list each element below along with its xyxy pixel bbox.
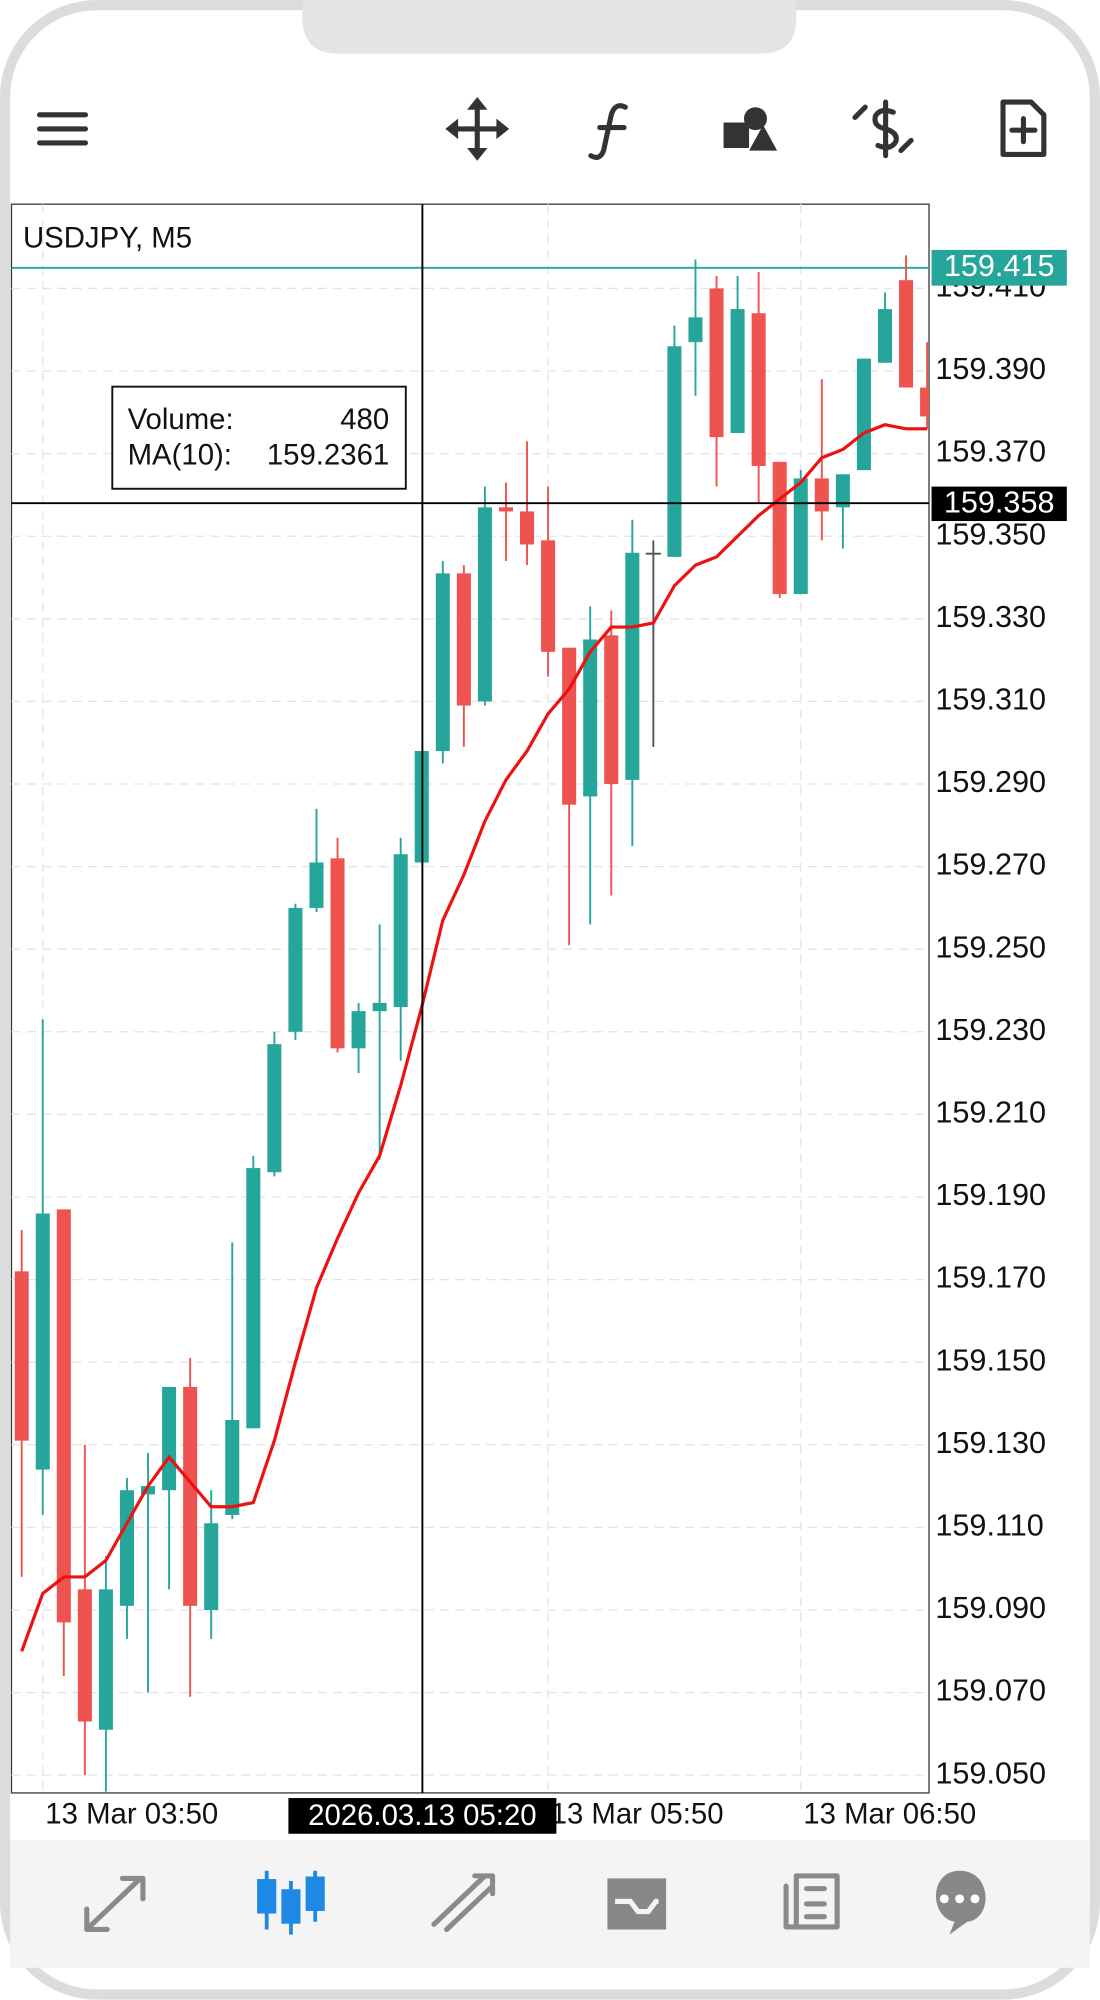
y-tick-label: 159.150 [935,1343,1046,1377]
candle-body [793,478,808,595]
nav-chart[interactable] [257,1870,325,1935]
candle-body [14,1271,29,1441]
crosshair-tool-button[interactable] [445,96,510,161]
candle-body [77,1589,92,1722]
arrow-heads [445,96,510,161]
candle-body [772,461,787,595]
candle-body [520,511,535,545]
candle-body [835,474,850,508]
candle-body [162,1386,177,1491]
candle-body [435,573,450,751]
y-tick-label: 159.130 [935,1426,1046,1460]
candle-body [877,309,892,363]
notch [302,0,797,54]
y-tick-label: 159.050 [935,1756,1046,1790]
y-tick-label: 159.370 [935,435,1046,469]
candle-body [393,854,408,1008]
crosshair-time-box [288,1798,557,1834]
candle-body [35,1213,50,1470]
candle-body [667,346,682,557]
y-tick-label: 159.090 [935,1591,1046,1625]
candle-body [225,1420,240,1515]
ma-line [20,423,928,1652]
crosshair-price-label: 159.358 [944,486,1055,520]
chart: 159.050 159.070 159.090 159.110 159.130 159.1… [11,204,1067,1834]
symbol-label: USDJPY, M5 [23,222,192,255]
candle-body [309,862,324,908]
candle-body [730,309,745,433]
tooltip-box [111,385,407,490]
candle-body [246,1168,261,1429]
candle-body [372,1002,387,1012]
candle-body [856,358,871,471]
crosshair-time-label: 2026.03.13 05:20 [308,1799,536,1832]
y-tick-label: 159.230 [935,1013,1046,1047]
nav-messages[interactable] [935,1870,986,1935]
candle-body [351,1011,366,1049]
y-tick-label: 159.250 [935,930,1046,964]
candle-body [562,647,577,805]
tooltip-volume-value: 480 [340,403,389,436]
last-price-box [931,249,1067,286]
candle-body [709,288,724,438]
candle-body [267,1044,282,1173]
trade-button[interactable] [852,99,914,159]
y-tick-label: 159.110 [935,1508,1043,1542]
nav-quotes[interactable] [84,1875,146,1933]
bottom-nav [10,1840,1090,1968]
candle-body [288,907,303,1032]
nav-history[interactable] [607,1878,667,1930]
candle-body [604,635,619,785]
menu-button[interactable] [37,112,89,146]
y-tick-label: 159.270 [935,848,1046,882]
nav-trade[interactable] [431,1873,496,1933]
tooltip-ma-value: 159.2361 [267,439,389,472]
candle-body [56,1209,71,1623]
candle-body [141,1486,156,1495]
candle-body [541,540,556,652]
grid [11,204,930,1793]
candle-body [119,1490,134,1606]
tooltip-volume-label: Volume: [128,403,234,436]
y-tick-label: 159.190 [935,1178,1046,1212]
candle-body [645,552,662,555]
objects-button[interactable] [723,107,778,151]
y-tick-label: 159.330 [935,600,1046,634]
candle-body [98,1589,113,1730]
candle-body [498,507,513,512]
candle-body [688,317,703,343]
candle-body [899,280,914,388]
y-tick-label: 159.290 [935,765,1046,799]
y-tick-label: 159.170 [935,1261,1046,1295]
y-tick-label: 159.310 [935,683,1046,717]
indicators-button[interactable] [588,103,628,160]
data-tooltip: Volume: 480 MA(10): 159.2361 [111,385,407,490]
candle-body [330,858,345,1049]
candle-body [920,387,930,417]
candle-body [477,507,492,702]
candle-body [814,478,829,512]
x-tick-label: 13 Mar 03:50 [45,1798,218,1831]
new-order-button[interactable] [1000,99,1047,157]
tooltip-ma-label: MA(10): [128,439,232,472]
y-tick-label: 159.350 [935,517,1046,551]
plot-area [14,255,930,1792]
last-price-label: 159.415 [944,249,1055,283]
candle-body [456,573,471,706]
candle-body [583,639,598,797]
y-tick-label: 159.390 [935,352,1046,386]
candle-body [183,1386,198,1606]
candle-body [625,552,640,780]
crosshair-price-box [931,486,1067,522]
candle-body [204,1523,219,1610]
nav-news[interactable] [783,1873,840,1930]
y-tick-label: 159.210 [935,1095,1046,1129]
toolbar [37,96,1047,161]
x-tick-label: 13 Mar 06:50 [803,1798,976,1831]
candle-body [751,313,766,467]
x-tick-label: 13 Mar 05:50 [551,1798,724,1831]
y-tick-label: 159.070 [935,1674,1046,1708]
